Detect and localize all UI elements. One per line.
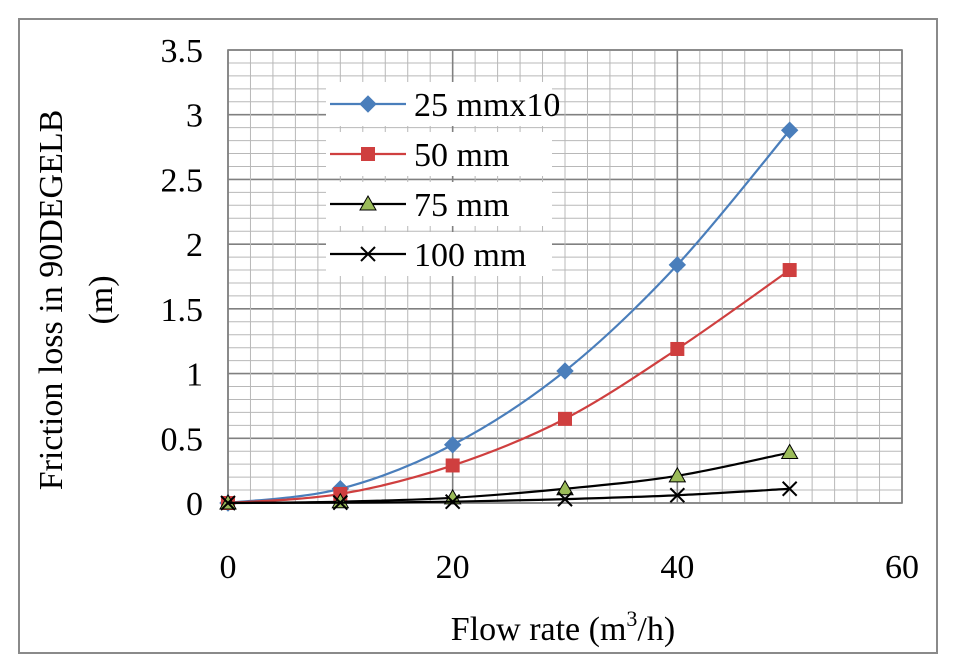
data-point [359,194,377,211]
plot-area [227,49,903,504]
data-point [444,493,461,510]
x-axis-label: Flow rate (m3/h) [451,606,675,648]
legend-entry: 100 mm [326,232,552,276]
y-axis-label-unit: (m) [83,275,120,324]
legend-label: 50 mm [414,137,509,174]
legend: 25 mmx10 50 mm 75 mm 100 mm [326,82,560,276]
y-tick-label: 3 [186,98,203,135]
data-point [332,494,349,511]
series-2 [221,263,797,510]
legend-entry: 75 mm [326,182,552,226]
y-tick-label: 1.5 [161,292,204,329]
plot-border [227,49,903,504]
y-axis-label: Friction loss in 90DEGELB [33,110,70,491]
y-tick-label: 0.5 [161,421,204,458]
series-layer [219,121,799,512]
data-point [668,256,687,274]
data-point [556,479,574,496]
y-tick-label: 2 [186,227,203,264]
series-4 [220,481,798,511]
x-tick-label: 60 [885,549,919,586]
data-point [781,481,798,497]
y-tick-label: 0 [186,486,203,523]
series-line [227,451,790,505]
x-tick-label: 0 [220,549,237,586]
data-point [331,492,350,509]
data-point [445,458,460,473]
data-point [220,495,236,511]
legend-label: 25 mmx10 [414,87,560,124]
x-tick-label: 40 [660,549,694,586]
y-tick-label: 3.5 [161,33,204,70]
x-axis-ticks: 0 20 40 60 [220,549,920,586]
data-point [670,341,685,356]
series-line [227,487,790,505]
data-point [780,443,799,460]
data-point [359,95,377,113]
legend-label: 75 mm [414,187,509,224]
data-point [556,362,574,380]
legend-entry: 25 mmx10 [326,82,560,126]
y-tick-label: 1 [186,357,203,394]
data-point [558,411,572,426]
y-tick-label: 2.5 [161,162,204,199]
data-point [360,246,376,262]
data-point [782,263,797,278]
legend-entry: 50 mm [326,132,552,176]
series-1 [219,121,799,512]
data-point [668,466,687,483]
data-point [780,121,799,139]
data-point [557,491,573,507]
legend-label: 100 mm [414,237,526,274]
series-line [227,269,791,505]
data-point [669,487,686,503]
y-axis-ticks: 0 0.5 1 1.5 2 2.5 3 3.5 [161,33,204,523]
data-point [361,147,375,161]
x-tick-label: 20 [436,549,470,586]
data-point [443,436,462,454]
